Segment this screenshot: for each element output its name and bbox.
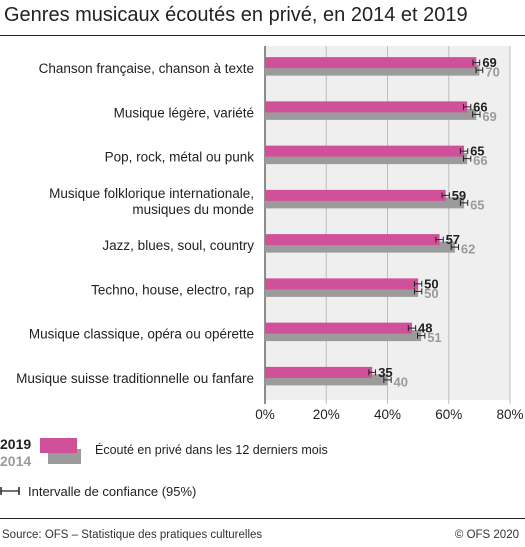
x-tick-label: 60% xyxy=(435,407,462,422)
category-label: Techno, house, electro, rap xyxy=(91,282,254,297)
bar-2014 xyxy=(265,374,388,386)
value-label-2014: 65 xyxy=(470,197,484,212)
category-label: Musique suisse traditionnelle ou fanfare xyxy=(16,371,254,386)
x-tick-label: 0% xyxy=(255,407,275,422)
value-label-2019: 66 xyxy=(473,99,487,114)
value-label-2019: 35 xyxy=(378,365,392,380)
bar-2019 xyxy=(265,366,373,378)
category-label: Musique classique, opéra ou opérette xyxy=(29,327,254,342)
confidence-interval-icon xyxy=(0,487,20,495)
legend-description: Écouté en privé dans les 12 derniers moi… xyxy=(95,443,328,457)
bar-2019 xyxy=(265,278,419,290)
bar-2019 xyxy=(265,101,468,113)
category-label: Chanson française, chanson à texte xyxy=(39,61,254,76)
x-tick-label: 40% xyxy=(374,407,401,422)
value-label-2019: 48 xyxy=(418,321,432,336)
confidence-interval-label: Intervalle de confiance (95%) xyxy=(28,484,197,499)
value-label-2014: 62 xyxy=(461,242,475,257)
x-tick-label: 80% xyxy=(496,407,523,422)
bar-2014 xyxy=(265,285,419,297)
bar-2014 xyxy=(265,197,465,209)
bar-chart: Chanson française, chanson à texte 6970Mu… xyxy=(16,46,524,422)
top-rule xyxy=(0,35,525,36)
category-label: Musique folklorique internationale, musiq… xyxy=(49,186,254,217)
source-note: Source: OFS – Statistique des pratiques … xyxy=(2,529,263,541)
legend-year-2014: 2014 xyxy=(0,453,32,469)
value-label-2014: 66 xyxy=(473,153,487,168)
bar-2019 xyxy=(265,322,412,334)
bar-2019 xyxy=(265,234,440,246)
x-tick-label: 20% xyxy=(313,407,340,422)
value-label-2019: 65 xyxy=(470,144,484,159)
copyright: © OFS 2020 xyxy=(454,529,519,541)
chart-title: Genres musicaux écoutés en privé, en 201… xyxy=(4,4,468,26)
value-label-2014: 51 xyxy=(427,330,441,345)
bar-2014 xyxy=(265,241,455,253)
bar-2019 xyxy=(265,145,465,157)
bar-2019 xyxy=(265,189,446,201)
value-label-2019: 50 xyxy=(424,276,438,291)
bar-2014 xyxy=(265,64,480,76)
legend-year-2019: 2019 xyxy=(0,436,32,452)
value-label-2019: 57 xyxy=(446,232,460,247)
value-label-2014: 70 xyxy=(485,65,499,80)
bar-2014 xyxy=(265,330,422,342)
value-label-2014: 40 xyxy=(394,374,408,389)
value-label-2019: 69 xyxy=(482,55,496,70)
bar-2014 xyxy=(265,153,468,165)
bar-2014 xyxy=(265,108,477,120)
category-label: Jazz, blues, soul, country xyxy=(102,238,254,253)
category-label: Pop, rock, métal ou punk xyxy=(105,150,255,165)
value-label-2014: 50 xyxy=(424,286,438,301)
bottom-rule xyxy=(0,518,525,519)
legend-swatch-2019 xyxy=(40,438,77,453)
value-label-2014: 69 xyxy=(482,109,496,124)
value-label-2019: 59 xyxy=(452,188,466,203)
category-label: Musique légère, variété xyxy=(114,105,254,120)
bar-2019 xyxy=(265,57,477,69)
